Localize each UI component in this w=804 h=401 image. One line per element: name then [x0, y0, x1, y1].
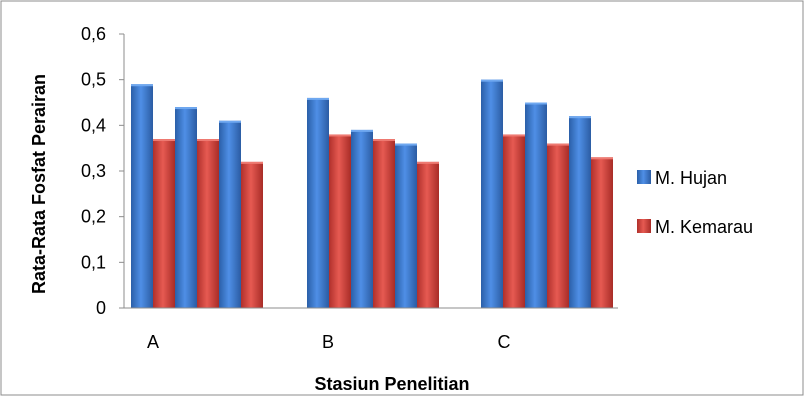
legend-swatch-kemarau	[637, 219, 651, 233]
legend-swatch-hujan	[637, 170, 651, 184]
bar-top-highlight	[153, 139, 175, 142]
bar-top-highlight	[547, 143, 569, 146]
bar-top-highlight	[481, 79, 503, 82]
bar-top-highlight	[197, 139, 219, 142]
bar-b-hujan-3	[395, 143, 417, 308]
bar-b-hujan-1	[307, 97, 329, 308]
bar-top-highlight	[351, 129, 373, 132]
bar-top-highlight	[373, 139, 395, 142]
bar-top-highlight	[219, 120, 241, 123]
bar-b-hujan-2	[351, 129, 373, 308]
x-ticks-group: A B C	[147, 332, 511, 352]
bar-c-hujan-3	[569, 116, 591, 308]
bar-b-kemarau-2	[373, 139, 395, 308]
bar-top-highlight	[417, 161, 439, 164]
bar-c-hujan-1	[481, 79, 503, 309]
legend-label-hujan: M. Hujan	[655, 168, 727, 188]
bars-group	[131, 79, 613, 309]
bar-top-highlight	[329, 134, 351, 137]
bar-a-kemarau-2	[197, 139, 219, 308]
y-tick-label: 0,1	[81, 252, 106, 272]
legend: M. Hujan M. Kemarau	[637, 168, 753, 237]
bar-c-kemarau-3	[591, 157, 613, 308]
bar-top-highlight	[591, 157, 613, 160]
bar-top-highlight	[241, 161, 263, 164]
y-tick-label: 0,5	[81, 70, 106, 90]
bar-top-highlight	[307, 97, 329, 100]
y-tick-label: 0	[96, 298, 106, 318]
bar-c-kemarau-1	[503, 134, 525, 308]
y-tick-label: 0,4	[81, 115, 106, 135]
legend-label-kemarau: M. Kemarau	[655, 217, 753, 237]
bar-top-highlight	[131, 84, 153, 87]
bar-b-kemarau-1	[329, 134, 351, 308]
bar-a-hujan-2	[175, 107, 197, 308]
bar-top-highlight	[525, 102, 547, 105]
bar-a-kemarau-3	[241, 161, 263, 308]
bar-top-highlight	[395, 143, 417, 146]
bar-top-highlight	[175, 107, 197, 110]
x-tick-label: B	[322, 332, 334, 352]
y-tick-label: 0,2	[81, 207, 106, 227]
bar-c-hujan-2	[525, 102, 547, 308]
x-tick-label: C	[498, 332, 511, 352]
y-tick-label: 0,6	[81, 24, 106, 44]
x-tick-label: A	[147, 332, 159, 352]
bar-b-kemarau-3	[417, 161, 439, 308]
y-ticks-group: 0 0,1 0,2 0,3 0,4 0,5 0,6	[81, 24, 124, 318]
x-axis-title: Stasiun Penelitian	[314, 374, 469, 394]
y-axis-title: Rata-Rata Fosfat Perairan	[29, 74, 49, 294]
bar-a-hujan-1	[131, 84, 153, 308]
y-tick-label: 0,3	[81, 161, 106, 181]
bar-top-highlight	[569, 116, 591, 119]
bar-a-kemarau-1	[153, 139, 175, 308]
bar-top-highlight	[503, 134, 525, 137]
bar-c-kemarau-2	[547, 143, 569, 308]
bar-a-hujan-3	[219, 120, 241, 309]
